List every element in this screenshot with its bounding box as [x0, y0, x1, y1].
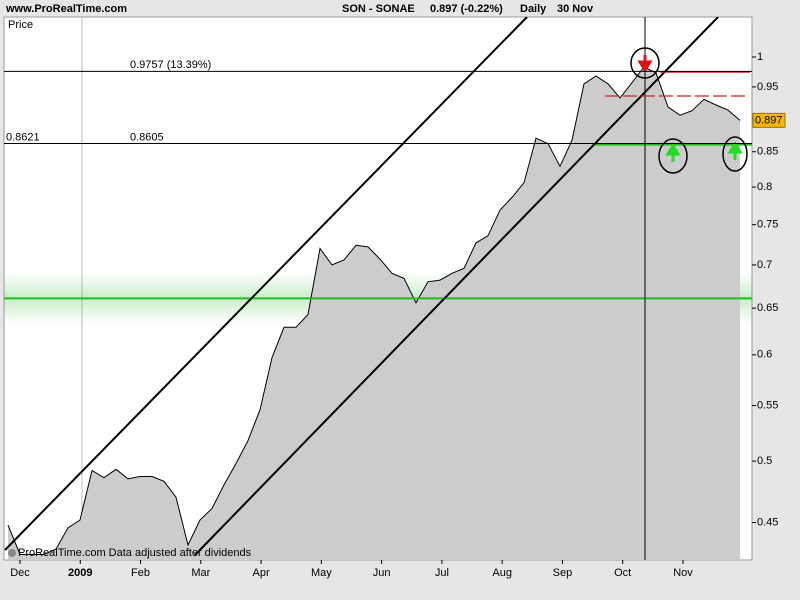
y-tick-label: 0.85 [757, 146, 778, 158]
level-label: 0.9757 (13.39%) [130, 59, 211, 71]
site: www.ProRealTime.com [5, 3, 127, 15]
y-tick-label: 1 [757, 51, 763, 63]
plot-layer [4, 66, 752, 560]
y-tick-label: 0.5 [757, 455, 772, 467]
trend-line [4, 17, 528, 551]
quote: 0.897 (-0.22%) [430, 3, 503, 15]
circle [722, 136, 748, 172]
y-tick-label: 0.65 [757, 302, 778, 314]
x-tick-label: Oct [614, 567, 631, 579]
y-tick-label: 0.7 [757, 259, 772, 271]
x-tick-label: 2009 [68, 567, 92, 579]
price-tag-box [752, 112, 786, 128]
y-tick-label: 0.55 [757, 399, 778, 411]
price-area [8, 67, 740, 560]
y-tick-label: 0.8 [757, 181, 772, 193]
circle [658, 138, 688, 174]
price-tag: 0.897 [755, 114, 783, 126]
y-tick-label: 0.6 [757, 349, 772, 361]
footer: ProRealTime.com Data adjusted after divi… [18, 547, 252, 559]
y-tick-label: 0.45 [757, 516, 778, 528]
level-label: 0.8621 [6, 131, 40, 143]
up-arrow [727, 141, 743, 160]
x-tick-label: Jun [373, 567, 391, 579]
period: Daily [520, 3, 547, 15]
x-tick-label: May [311, 567, 332, 579]
circle [630, 47, 660, 79]
trend-line [194, 17, 719, 556]
logo [8, 549, 16, 557]
x-tick-label: Jul [435, 567, 449, 579]
down-arrow [637, 55, 653, 73]
up-arrow [665, 143, 681, 162]
title: SON - SONAE [342, 3, 415, 15]
x-tick-label: Apr [253, 567, 270, 579]
y-tick-label: 0.75 [757, 219, 778, 231]
date: 30 Nov [557, 3, 594, 15]
x-tick-label: Aug [492, 567, 512, 579]
x-tick-label: Mar [191, 567, 210, 579]
x-tick-label: Feb [131, 567, 150, 579]
y-tick-label: 0.95 [757, 81, 778, 93]
y-label: Price [8, 19, 33, 31]
x-tick-label: Dec [10, 567, 30, 579]
x-tick-label: Nov [673, 567, 693, 579]
annotation: 0.8605 [130, 131, 164, 143]
drawings [4, 17, 750, 560]
x-tick-label: Sep [553, 567, 573, 579]
